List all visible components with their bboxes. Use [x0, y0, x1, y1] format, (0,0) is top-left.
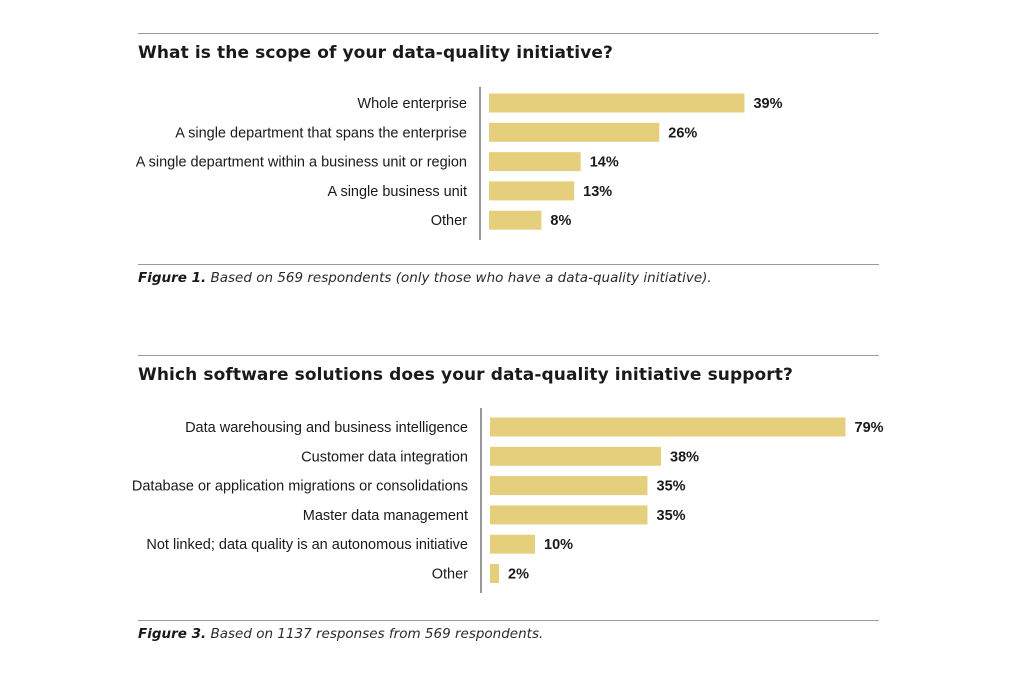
bar [490, 534, 535, 554]
category-label: Customer data integration [301, 449, 468, 465]
caption-text: Based on 569 respondents (only those who… [210, 270, 712, 286]
category-label: Not linked; data quality is an autonomou… [146, 537, 468, 553]
top-rule [138, 355, 879, 356]
category-label: Other [431, 213, 467, 229]
bar [490, 417, 846, 437]
caption-text: Based on 1137 responses from 569 respond… [210, 626, 544, 642]
figure-3-caption-block: Figure 3. Based on 1137 responses from 5… [138, 620, 879, 642]
figure-3-panel: Which software solutions does your data-… [138, 355, 879, 385]
bar [489, 152, 581, 172]
bar [490, 564, 499, 583]
category-label: Master data management [303, 508, 468, 524]
value-label: 10% [544, 537, 573, 553]
category-label: Whole enterprise [357, 96, 467, 112]
value-label: 39% [753, 96, 782, 112]
value-label: 13% [583, 184, 612, 200]
value-label: 38% [670, 449, 699, 465]
bar [490, 446, 661, 466]
bar [489, 122, 660, 142]
caption-rule [138, 620, 879, 621]
category-label: Other [432, 567, 468, 583]
bar [489, 210, 542, 230]
category-label: Database or application migrations or co… [132, 479, 468, 495]
value-label: 26% [668, 125, 697, 141]
value-label: 79% [855, 420, 884, 436]
value-label: 35% [657, 508, 686, 524]
category-label: A single department that spans the enter… [175, 125, 467, 141]
value-label: 35% [657, 479, 686, 495]
figure-1-caption-block: Figure 1. Based on 569 respondents (only… [138, 264, 879, 286]
category-label: A single department within a business un… [136, 155, 467, 171]
category-label: A single business unit [328, 184, 467, 200]
chart-title: Which software solutions does your data-… [138, 365, 793, 385]
value-label: 2% [508, 567, 529, 583]
value-label: 14% [590, 155, 619, 171]
figure-caption: Figure 1. Based on 569 respondents (only… [138, 265, 879, 286]
bar [490, 505, 648, 525]
caption-label: Figure 1. [138, 270, 207, 286]
caption-rule [138, 264, 879, 265]
top-rule [138, 33, 879, 34]
category-label: Data warehousing and business intelligen… [185, 420, 468, 436]
caption-label: Figure 3. [138, 626, 207, 642]
figure-caption: Figure 3. Based on 1137 responses from 5… [138, 621, 879, 642]
chart-title: What is the scope of your data-quality i… [138, 43, 613, 63]
bar [489, 181, 575, 201]
value-label: 8% [550, 213, 571, 229]
figure-1-panel: What is the scope of your data-quality i… [138, 33, 879, 63]
bar [489, 93, 745, 113]
bar [490, 476, 648, 496]
